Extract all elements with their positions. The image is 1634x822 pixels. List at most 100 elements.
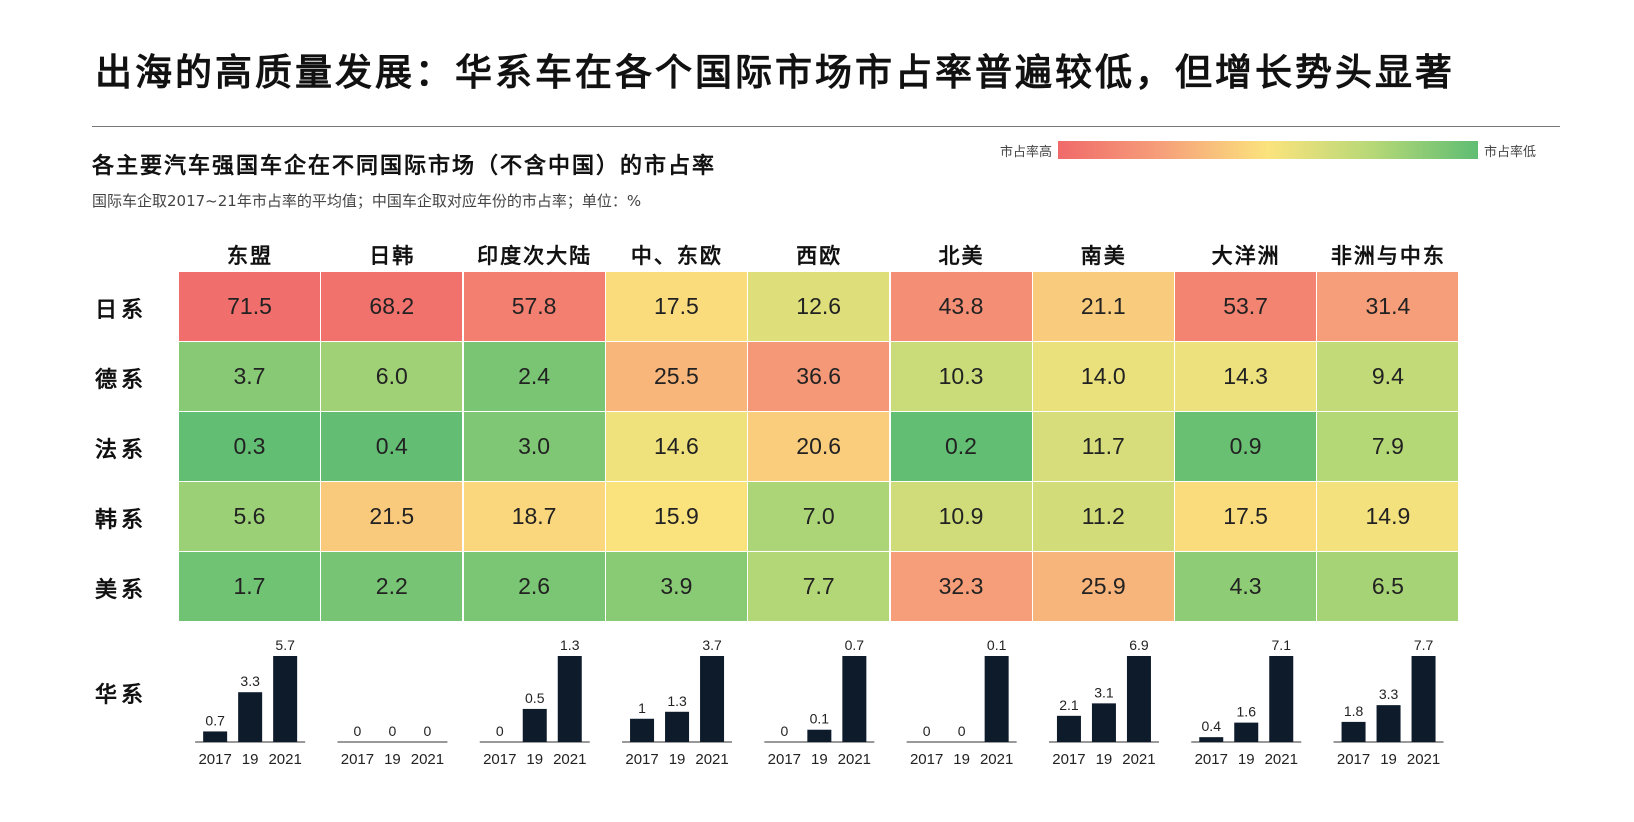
x-tick-label: 2017 xyxy=(1337,751,1370,768)
bar-value-label: 0 xyxy=(389,723,397,739)
bar xyxy=(557,656,582,742)
bar xyxy=(1056,715,1081,742)
heatmap-cell: 6.5 xyxy=(1317,552,1459,621)
bar xyxy=(1091,703,1116,742)
row-label: 韩系 xyxy=(95,507,148,533)
bar-value-label: 1.8 xyxy=(1344,703,1364,719)
bar-value-label: 0.5 xyxy=(525,690,545,706)
bar-value-label: 1.6 xyxy=(1237,704,1257,720)
bar xyxy=(807,729,832,742)
heatmap-cell: 3.9 xyxy=(605,552,747,621)
bar xyxy=(1376,705,1401,742)
heatmap-cell: 0.2 xyxy=(890,412,1032,481)
bar xyxy=(1126,656,1151,742)
legend-low-label: 市占率低 xyxy=(1484,144,1537,160)
bar-value-label: 0 xyxy=(958,723,966,739)
bar xyxy=(522,708,547,742)
color-legend: 市占率高 市占率低 xyxy=(1000,141,1537,160)
heatmap-cell: 15.9 xyxy=(605,482,747,551)
heatmap-cell: 2.6 xyxy=(463,552,605,621)
column-header: 非洲与中东 xyxy=(1330,243,1446,268)
bar xyxy=(203,731,228,742)
x-tick-label: 2021 xyxy=(268,751,301,768)
x-tick-label: 19 xyxy=(526,751,543,768)
column-header: 大洋洲 xyxy=(1211,243,1281,268)
bar-value-label: 3.3 xyxy=(240,673,260,689)
row-label: 美系 xyxy=(95,577,148,603)
column-header: 印度次大陆 xyxy=(477,243,593,268)
x-tick-label: 19 xyxy=(953,751,970,768)
x-tick-label: 2021 xyxy=(411,751,444,768)
x-tick-label: 2021 xyxy=(838,751,871,768)
x-tick-label: 2017 xyxy=(198,751,231,768)
row-label: 德系 xyxy=(95,367,148,393)
bar-value-label: 6.9 xyxy=(1129,637,1149,653)
bar xyxy=(1411,656,1436,742)
x-tick-label: 19 xyxy=(1380,751,1397,768)
bar xyxy=(630,718,655,742)
heatmap-cell: 32.3 xyxy=(890,552,1032,621)
heatmap-cell: 68.2 xyxy=(321,272,463,341)
heatmap-cell: 14.0 xyxy=(1032,342,1174,411)
bar-value-label: 0.7 xyxy=(205,712,225,728)
bar xyxy=(700,656,725,742)
x-tick-label: 2021 xyxy=(1265,751,1298,768)
bar-value-label: 1.3 xyxy=(667,693,687,709)
bar xyxy=(1341,721,1366,742)
heatmap-cell: 7.0 xyxy=(748,482,890,551)
heatmap-cell: 14.3 xyxy=(1175,342,1317,411)
x-tick-label: 19 xyxy=(384,751,401,768)
heatmap-cell: 25.5 xyxy=(605,342,747,411)
x-tick-label: 2017 xyxy=(768,751,801,768)
heatmap-cell: 53.7 xyxy=(1175,272,1317,341)
title-divider xyxy=(92,126,1560,127)
chart-subtitle: 各主要汽车强国车企在不同国际市场（不含中国）的市占率 xyxy=(92,153,717,179)
heatmap-cell: 10.9 xyxy=(890,482,1032,551)
bar xyxy=(842,656,867,742)
x-tick-label: 2021 xyxy=(1407,751,1440,768)
heatmap-cell: 21.5 xyxy=(321,482,463,551)
x-tick-label: 2021 xyxy=(695,751,728,768)
bar-value-label: 0 xyxy=(354,723,362,739)
bar xyxy=(984,656,1009,742)
heatmap-cell: 31.4 xyxy=(1317,272,1459,341)
heatmap-cell: 18.7 xyxy=(463,482,605,551)
bar-value-label: 7.7 xyxy=(1414,637,1434,653)
legend-high-label: 市占率高 xyxy=(1000,144,1053,160)
chart-note: 国际车企取2017~21年市占率的平均值；中国车企取对应年份的市占率；单位：% xyxy=(92,192,642,210)
column-header: 南美 xyxy=(1080,243,1127,268)
page-title: 出海的高质量发展：华系车在各个国际市场市占率普遍较低，但增长势头显著 xyxy=(95,50,1455,94)
heatmap-cell: 36.6 xyxy=(748,342,890,411)
heatmap-cell: 21.1 xyxy=(1032,272,1174,341)
x-tick-label: 19 xyxy=(1096,751,1113,768)
heatmap-cell: 2.2 xyxy=(321,552,463,621)
bar-value-label: 0 xyxy=(424,723,432,739)
row-label: 华系 xyxy=(95,682,147,708)
heatmap-cell: 14.6 xyxy=(605,412,747,481)
x-tick-label: 2021 xyxy=(980,751,1013,768)
bar-value-label: 7.1 xyxy=(1272,637,1292,653)
row-label: 法系 xyxy=(95,437,148,463)
bar xyxy=(238,692,263,742)
bar xyxy=(665,711,690,742)
heatmap-cell: 5.6 xyxy=(179,482,320,551)
bar-value-label: 3.7 xyxy=(702,637,722,653)
heatmap-cell: 12.6 xyxy=(748,272,890,341)
heatmap-cell: 3.7 xyxy=(179,342,320,411)
column-header: 东盟 xyxy=(227,243,273,268)
heatmap-cell: 43.8 xyxy=(890,272,1032,341)
heatmap-cell: 17.5 xyxy=(605,272,747,341)
bar-value-label: 0 xyxy=(780,723,788,739)
bar xyxy=(1234,722,1259,742)
heatmap-cell: 17.5 xyxy=(1175,482,1317,551)
x-tick-label: 2017 xyxy=(1195,751,1228,768)
column-header: 中、东欧 xyxy=(630,243,723,268)
bar-value-label: 0.7 xyxy=(845,637,865,653)
bar-value-label: 1.3 xyxy=(560,637,580,653)
bar-value-label: 1 xyxy=(638,700,646,716)
x-tick-label: 19 xyxy=(669,751,686,768)
heatmap-cell: 2.4 xyxy=(463,342,605,411)
x-tick-label: 2017 xyxy=(910,751,943,768)
bar-value-label: 3.1 xyxy=(1094,684,1114,700)
